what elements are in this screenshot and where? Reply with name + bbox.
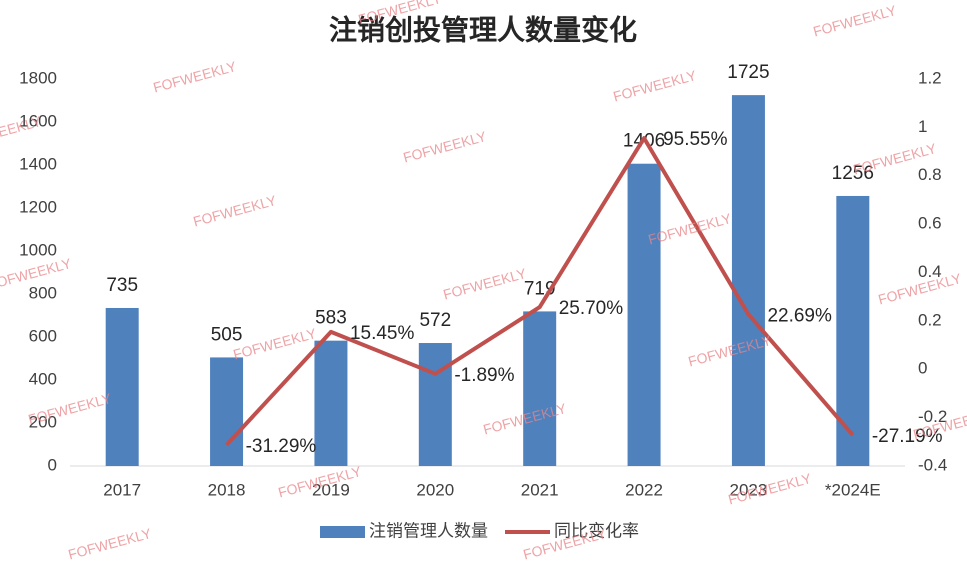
watermark: FOFWEEKLY — [401, 128, 488, 166]
y2-tick-label: -0.2 — [918, 407, 947, 426]
watermark: FOFWEEKLY — [441, 265, 528, 303]
bar — [627, 163, 661, 466]
bar — [418, 343, 452, 466]
y-tick-label: 1000 — [19, 240, 57, 259]
bar — [210, 357, 244, 466]
y-tick-label: 1800 — [19, 68, 57, 87]
y-tick-label: 0 — [48, 455, 57, 474]
watermark: FOFWEEKLY — [66, 525, 153, 563]
bar-value-label: 505 — [211, 324, 243, 345]
bar — [314, 340, 348, 466]
line — [225, 136, 855, 447]
x-tick-label: 2021 — [521, 480, 559, 499]
y2-tick-label: 0.4 — [918, 262, 942, 281]
bar-value-label: 572 — [419, 310, 451, 331]
watermark: FOFWEEKLY — [611, 67, 698, 105]
y2-tick-label: 0 — [918, 359, 927, 378]
y-tick-label: 1400 — [19, 154, 57, 173]
y-tick-label: 600 — [29, 326, 57, 345]
bar-value-label: 1725 — [727, 62, 769, 83]
watermark: FOFWEEKLY — [191, 192, 278, 230]
x-tick-label: 2017 — [103, 480, 141, 499]
y2-tick-label: -0.4 — [918, 455, 947, 474]
bar — [523, 311, 557, 466]
y2-tick-label: 0.6 — [918, 214, 942, 233]
y-tick-label: 800 — [29, 283, 57, 302]
line-value-label: 95.55% — [663, 129, 728, 150]
line-value-label: -27.19% — [872, 426, 943, 447]
y-tick-label: 1200 — [19, 197, 57, 216]
x-tick-label: 2018 — [208, 480, 246, 499]
y-tick-label: 400 — [29, 369, 57, 388]
x-tick-label: 2023 — [730, 480, 768, 499]
x-tick-label: 2022 — [625, 480, 663, 499]
watermark: FOFWEEKLY — [811, 2, 898, 40]
y-tick-label: 200 — [29, 412, 57, 431]
bar — [836, 195, 870, 466]
legend-label: 注销管理人数量 — [369, 521, 488, 540]
x-tick-label: 2020 — [416, 480, 454, 499]
watermark: FOFWEEKLY — [0, 113, 44, 151]
y2-tick-label: 1.2 — [918, 68, 942, 87]
bar-value-label: 1256 — [832, 163, 874, 184]
x-tick-label: *2024E — [825, 480, 881, 499]
legend-label: 同比变化率 — [554, 521, 639, 540]
legend-swatch — [320, 526, 365, 538]
line-value-label: 25.70% — [559, 298, 624, 319]
watermark: FOFWEEKLY — [26, 390, 113, 428]
line-value-label: -31.29% — [246, 436, 317, 457]
x-tick-label: 2019 — [312, 480, 350, 499]
y2-tick-label: 0.8 — [918, 165, 942, 184]
watermark: FOFWEEKLY — [726, 470, 813, 508]
y-tick-label: 1600 — [19, 111, 57, 130]
line-value-label: -1.89% — [454, 365, 514, 386]
bar — [105, 307, 139, 466]
y2-tick-label: 1 — [918, 117, 927, 136]
line-value-label: 15.45% — [350, 323, 415, 344]
y2-tick-label: 0.2 — [918, 310, 942, 329]
bar-value-label: 735 — [106, 275, 138, 296]
bar-value-label: 583 — [315, 308, 347, 329]
chart-title: 注销创投管理人数量变化 — [329, 13, 637, 45]
bar — [731, 95, 765, 466]
line-value-label: 22.69% — [767, 305, 832, 326]
watermark: FOFWEEKLY — [151, 58, 238, 96]
